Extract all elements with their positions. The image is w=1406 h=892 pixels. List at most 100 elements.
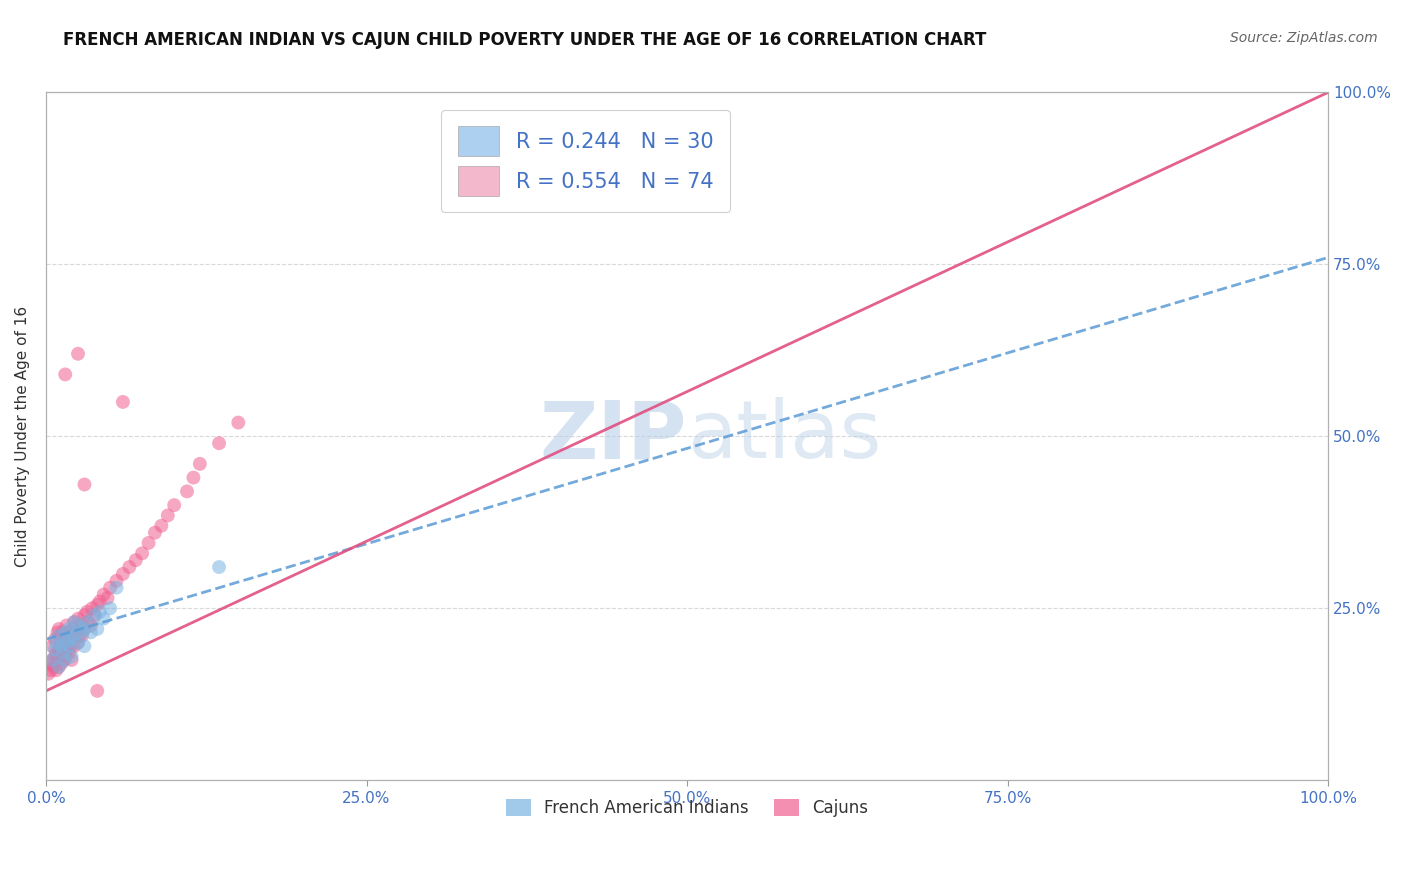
Point <box>226 416 249 430</box>
Point <box>52 625 75 640</box>
Point <box>176 484 198 499</box>
Point <box>60 632 83 647</box>
Text: Source: ZipAtlas.com: Source: ZipAtlas.com <box>1230 31 1378 45</box>
Point <box>66 618 89 632</box>
Point <box>45 646 67 660</box>
Point <box>46 653 69 667</box>
Point <box>48 660 70 674</box>
Point <box>44 632 66 647</box>
Point <box>208 560 231 574</box>
Point <box>125 553 148 567</box>
Point <box>150 518 173 533</box>
Point <box>70 629 93 643</box>
Point <box>138 536 160 550</box>
Point <box>208 436 231 450</box>
Point <box>73 477 96 491</box>
Point <box>86 684 108 698</box>
Point <box>111 395 134 409</box>
Legend: French American Indians, Cajuns: French American Indians, Cajuns <box>499 792 875 823</box>
Point <box>66 636 89 650</box>
Point <box>45 636 67 650</box>
Point <box>62 622 84 636</box>
Point <box>55 636 77 650</box>
Point <box>58 625 80 640</box>
Point <box>52 653 75 667</box>
Point <box>53 368 76 382</box>
Point <box>46 625 69 640</box>
Point <box>73 608 96 623</box>
Point <box>39 663 62 677</box>
Point <box>118 560 141 574</box>
Point <box>48 642 70 657</box>
Point <box>73 622 96 636</box>
Point <box>60 649 83 664</box>
Point <box>73 622 96 636</box>
Point <box>66 636 89 650</box>
Point <box>131 546 153 560</box>
Point <box>188 457 211 471</box>
Point <box>60 653 83 667</box>
Point <box>53 629 76 643</box>
Point <box>65 625 87 640</box>
Point <box>80 618 103 632</box>
Point <box>38 657 60 671</box>
Point <box>51 639 73 653</box>
Point <box>53 653 76 667</box>
Point <box>63 629 86 643</box>
Point <box>58 639 80 653</box>
Point <box>98 601 121 615</box>
Point <box>66 347 89 361</box>
Point <box>44 642 66 657</box>
Point <box>83 608 105 623</box>
Point <box>48 622 70 636</box>
Point <box>49 649 72 664</box>
Point <box>53 625 76 640</box>
Point <box>77 615 100 629</box>
Point <box>89 605 111 619</box>
Point <box>69 618 91 632</box>
Point <box>67 629 90 643</box>
Point <box>51 657 73 671</box>
Point <box>89 594 111 608</box>
Y-axis label: Child Poverty Under the Age of 16: Child Poverty Under the Age of 16 <box>15 306 30 567</box>
Point <box>80 625 103 640</box>
Point <box>93 612 115 626</box>
Point <box>41 653 63 667</box>
Point <box>66 612 89 626</box>
Point <box>44 649 66 664</box>
Point <box>143 525 166 540</box>
Point <box>48 629 70 643</box>
Point <box>70 625 93 640</box>
Point <box>63 615 86 629</box>
Point <box>76 605 98 619</box>
Point <box>86 622 108 636</box>
Point <box>58 646 80 660</box>
Point <box>51 636 73 650</box>
Point <box>45 663 67 677</box>
Text: FRENCH AMERICAN INDIAN VS CAJUN CHILD POVERTY UNDER THE AGE OF 16 CORRELATION CH: FRENCH AMERICAN INDIAN VS CAJUN CHILD PO… <box>63 31 987 49</box>
Point <box>111 566 134 581</box>
Point <box>52 646 75 660</box>
Point <box>42 660 65 674</box>
Point <box>63 615 86 629</box>
Point <box>58 622 80 636</box>
Point <box>55 618 77 632</box>
Point <box>105 581 128 595</box>
Point <box>83 608 105 623</box>
Point <box>63 639 86 653</box>
Point <box>49 629 72 643</box>
Point <box>96 591 118 605</box>
Point <box>156 508 179 523</box>
Point <box>82 601 104 615</box>
Point <box>53 649 76 664</box>
Point <box>163 498 186 512</box>
Point <box>41 653 63 667</box>
Point <box>86 598 108 612</box>
Text: ZIP: ZIP <box>540 397 688 475</box>
Point <box>52 646 75 660</box>
Text: atlas: atlas <box>688 397 882 475</box>
Point <box>56 636 79 650</box>
Point <box>60 632 83 647</box>
Point <box>38 666 60 681</box>
Point <box>41 639 63 653</box>
